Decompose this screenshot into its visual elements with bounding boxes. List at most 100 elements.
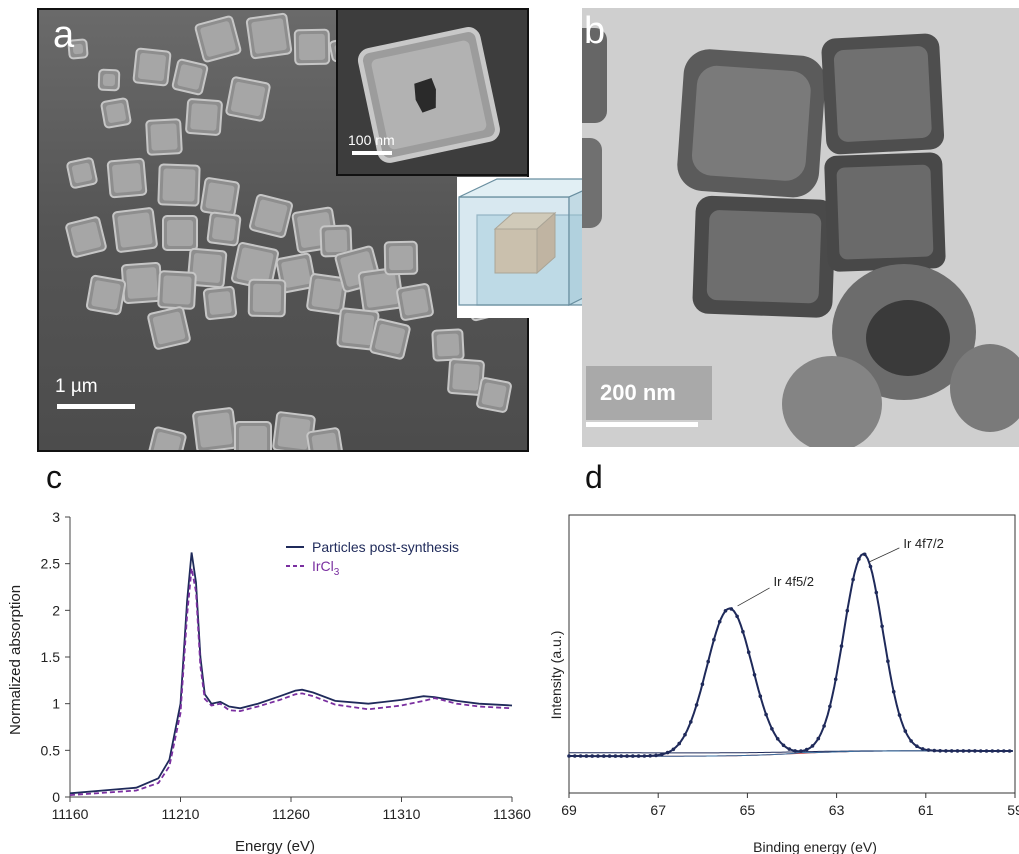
tem-scale-label: 200 nm	[600, 380, 676, 406]
sem-particle	[448, 359, 484, 395]
sem-particle	[295, 30, 330, 65]
xps-data-point	[619, 754, 623, 758]
xps-data-point	[991, 749, 995, 753]
sem-scale-label: 1 µm	[55, 376, 98, 398]
xps-x-tick-label: 69	[561, 802, 577, 818]
xps-data-point	[625, 754, 629, 758]
legend-label-particles: Particles post-synthesis	[312, 539, 459, 555]
annotation-ir-4f5: Ir 4f5/2	[774, 574, 814, 589]
inset-scale-label: 100 nm	[348, 132, 395, 148]
xps-data-point	[828, 705, 832, 709]
sem-particle	[226, 77, 271, 122]
xps-data-point	[776, 737, 780, 741]
sem-particle	[193, 408, 238, 450]
xps-data-point	[921, 747, 925, 751]
xps-x-tick-label: 61	[918, 802, 934, 818]
xps-data-point	[718, 620, 722, 624]
xps-data-point	[759, 694, 763, 698]
sem-particle	[201, 178, 240, 217]
sem-particle	[163, 216, 197, 250]
sem-inset-image	[338, 10, 527, 174]
xps-data-point	[648, 754, 652, 758]
annotation-leader-4f7	[869, 548, 899, 562]
xanes-x-tick-label: 11360	[493, 806, 531, 822]
sem-particle	[249, 280, 286, 317]
xanes-y-tick-label: 3	[52, 509, 60, 525]
xps-data-point	[701, 682, 705, 686]
xps-y-axis-label: Intensity (a.u.)	[548, 631, 564, 720]
xanes-x-tick-label: 11210	[162, 806, 200, 822]
xps-data-point	[672, 748, 676, 752]
xps-data-point	[573, 754, 577, 758]
tem-image-panel: 200 nm b	[582, 8, 1019, 447]
sem-particle	[235, 422, 271, 450]
xps-data-point	[741, 630, 745, 634]
sem-particle	[385, 242, 418, 275]
xanes-x-tick-label: 11310	[383, 806, 421, 822]
xanes-y-tick-label: 1	[52, 696, 60, 712]
sem-particle	[249, 194, 293, 238]
xps-data-point	[962, 749, 966, 753]
xps-x-axis-label: Binding energy (eV)	[753, 839, 877, 854]
sem-particle	[307, 428, 344, 450]
xps-data-point	[805, 748, 809, 752]
xps-data-point	[996, 749, 1000, 753]
xps-data-point	[979, 749, 983, 753]
xps-data-point	[846, 609, 850, 613]
xps-data-point	[927, 748, 931, 752]
xps-data-point	[1008, 749, 1012, 753]
xps-data-point	[590, 754, 594, 758]
xps-data-point	[608, 754, 612, 758]
xps-data-point	[614, 754, 618, 758]
sem-particle	[65, 216, 106, 257]
xps-data-point	[793, 749, 797, 753]
sem-particle	[370, 319, 411, 360]
xps-data-point	[822, 724, 826, 728]
sem-particle	[432, 329, 464, 361]
xps-data-point	[712, 638, 716, 642]
xanes-y-tick-label: 0.5	[41, 742, 61, 758]
xps-chart: 69 67 65 63 61 59 Ir 4f5/2 Ir 4f7/2 Binding en…	[545, 505, 1019, 854]
sem-particle	[146, 119, 182, 155]
xps-data-point	[689, 720, 693, 724]
sem-particle	[147, 306, 190, 349]
legend-label-ircl3: IrCl3	[312, 558, 340, 578]
sem-particle	[476, 377, 511, 412]
xps-x-tick-label: 63	[829, 802, 845, 818]
xps-data-point	[706, 660, 710, 664]
tem-scale-bar	[586, 422, 698, 427]
xps-data-point	[817, 737, 821, 741]
sem-particle	[86, 275, 125, 314]
xanes-series-particles	[70, 553, 512, 794]
xps-data-point	[747, 650, 751, 654]
sem-particle	[67, 158, 98, 189]
inset-scale-bar	[352, 151, 392, 155]
sem-particle	[158, 271, 196, 309]
panel-label-b: b	[584, 12, 605, 50]
xps-data-point	[631, 754, 635, 758]
xps-data-point	[973, 749, 977, 753]
xanes-x-tick-label: 11260	[272, 806, 310, 822]
sem-particle	[204, 287, 237, 320]
xps-data-point	[643, 754, 647, 758]
xps-data-point	[863, 553, 867, 557]
xps-data-point	[840, 644, 844, 648]
xps-data-point	[898, 713, 902, 717]
xps-data-point	[915, 744, 919, 748]
xps-data-point	[666, 751, 670, 755]
xps-data-point	[753, 673, 757, 677]
sem-scale-bar	[57, 404, 135, 409]
xps-data-point	[909, 739, 913, 743]
xps-data-point	[938, 749, 942, 753]
panel-label-a: a	[53, 16, 74, 54]
xanes-legend: Particles post-synthesis IrCl3	[286, 539, 459, 578]
xps-data-point	[944, 749, 948, 753]
xanes-y-tick-label: 0	[52, 789, 60, 805]
xps-data-point	[857, 557, 861, 561]
xps-data-point	[933, 749, 937, 753]
xps-data-point	[764, 713, 768, 717]
sem-image-panel: a 1 µm 100 nm	[37, 8, 529, 452]
sem-particle	[113, 208, 158, 253]
xanes-y-tick-label: 1.5	[41, 649, 61, 665]
xps-data-point	[851, 578, 855, 582]
